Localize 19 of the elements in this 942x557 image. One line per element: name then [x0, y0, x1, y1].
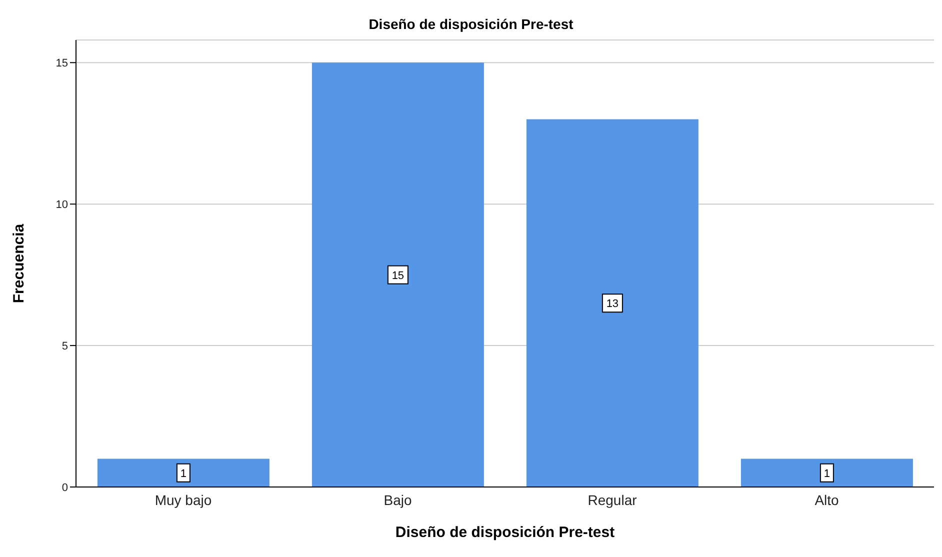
bar — [526, 119, 698, 487]
data-label: 1 — [180, 468, 187, 480]
x-tick-label: Bajo — [384, 492, 412, 508]
chart-title: Diseño de disposición Pre-test — [368, 16, 574, 32]
bar — [740, 458, 913, 487]
y-tick-label: 10 — [56, 198, 68, 211]
y-tick-label: 0 — [62, 482, 68, 494]
y-tick-label: 5 — [62, 340, 68, 352]
data-label: 15 — [392, 270, 404, 282]
x-tick-label: Alto — [814, 492, 840, 508]
x-tick-label: Regular — [588, 492, 638, 508]
bar — [312, 62, 484, 487]
x-axis-title: Diseño de disposición Pre-test — [395, 524, 615, 541]
data-label: 13 — [606, 298, 619, 310]
y-tick-label: 15 — [56, 58, 68, 70]
y-axis-title: Frecuencia — [10, 223, 28, 304]
x-tick-label: Muy bajo — [154, 492, 212, 508]
bar — [97, 458, 270, 487]
data-label: 1 — [824, 468, 830, 480]
